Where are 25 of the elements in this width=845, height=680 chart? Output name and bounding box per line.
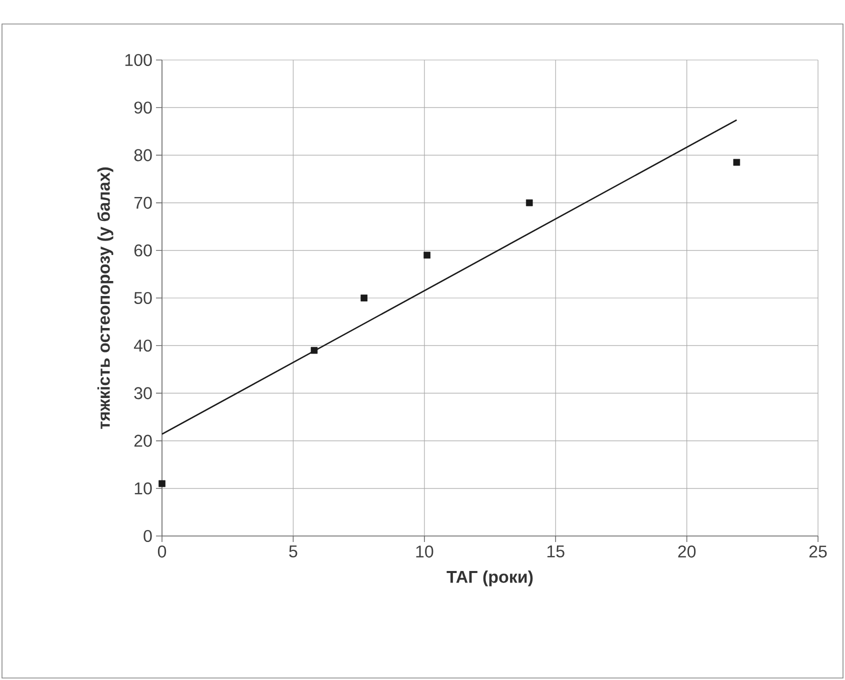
x-tick-label: 20 bbox=[678, 546, 696, 558]
point bbox=[526, 199, 533, 206]
y-tick-label: 40 bbox=[134, 340, 152, 352]
x-tick-label: 15 bbox=[547, 546, 564, 558]
x-tick-label: 0 bbox=[158, 546, 166, 558]
y-tick-label: 10 bbox=[134, 482, 152, 494]
x-tick-label: 25 bbox=[809, 546, 827, 558]
point bbox=[424, 252, 430, 259]
point bbox=[158, 480, 166, 488]
y-axis-title: тяжкість остеопорозу (у балах) bbox=[97, 167, 114, 429]
y-tick-label: 70 bbox=[134, 196, 152, 209]
point bbox=[360, 294, 368, 302]
x-tick-label: 10 bbox=[416, 546, 434, 558]
y-tick-label: 90 bbox=[134, 102, 152, 114]
y-tick-label: 30 bbox=[134, 387, 152, 400]
point bbox=[310, 346, 318, 354]
y-tick-label: 80 bbox=[134, 149, 152, 162]
y-tick-label: 0 bbox=[144, 530, 152, 542]
x-axis-title: ТАГ (роки) bbox=[446, 570, 533, 586]
point bbox=[733, 158, 740, 166]
y-tick-label: 20 bbox=[134, 434, 152, 447]
x-tick-label: 5 bbox=[289, 546, 298, 558]
y-tick-label: 100 bbox=[125, 54, 152, 66]
y-tick-label: 50 bbox=[134, 292, 152, 304]
y-tick-label: 60 bbox=[134, 244, 152, 256]
